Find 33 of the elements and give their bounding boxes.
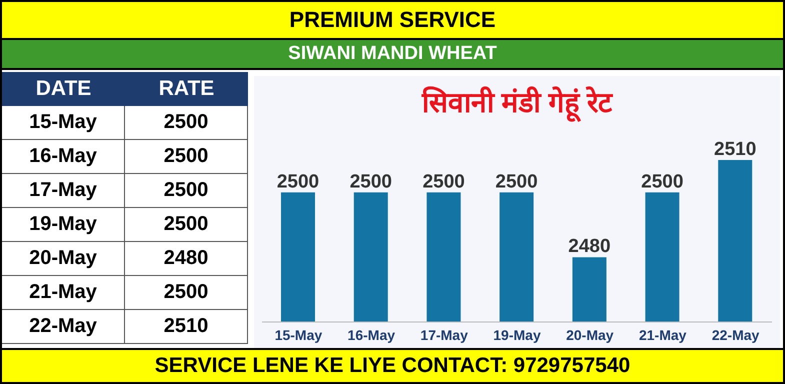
- category-label: 19-May: [29, 213, 97, 235]
- text: PREMIUM SERVICE: [2, 2, 783, 40]
- data-label: 2500: [495, 171, 538, 192]
- data-label: 2500: [350, 171, 392, 192]
- x-tick-label: 22-May: [712, 326, 760, 343]
- text: 2510: [164, 315, 208, 337]
- text: SERVICE LENE KE LIYE CONTACT: 9729757540: [2, 348, 783, 382]
- text: 2500: [164, 111, 208, 133]
- category-label: 16-May: [29, 145, 97, 167]
- text: 2500: [164, 281, 208, 303]
- data-label: 2500: [641, 171, 684, 192]
- text: DATE: [34, 76, 92, 102]
- data-label: 2500: [276, 171, 320, 192]
- text: 2500: [164, 179, 208, 201]
- data-label: 2500: [422, 171, 465, 192]
- chart-subtitle: SIWANI MANDI WHEAT: [2, 40, 783, 70]
- x-tick-label: 17-May: [420, 326, 468, 343]
- chart-title: सिवानी मंडी गेहूं रेट: [420, 85, 614, 122]
- x-tick-label: 20-May: [566, 326, 614, 343]
- category-label: 20-May: [29, 247, 97, 269]
- x-tick-label: 19-May: [493, 326, 541, 343]
- text: RATE: [158, 76, 216, 102]
- data-label: 2480: [568, 236, 611, 258]
- x-tick-label: 15-May: [274, 326, 322, 343]
- category-label: 15-May: [29, 111, 97, 133]
- x-tick-label: 21-May: [638, 326, 687, 343]
- text: 2480: [164, 247, 208, 269]
- category-label: 21-May: [29, 281, 97, 303]
- category-label: 17-May: [29, 179, 97, 201]
- text: 2500: [164, 213, 208, 235]
- x-tick-label: 16-May: [348, 326, 396, 343]
- data-label: 2510: [714, 139, 756, 160]
- text: 2500: [164, 145, 208, 167]
